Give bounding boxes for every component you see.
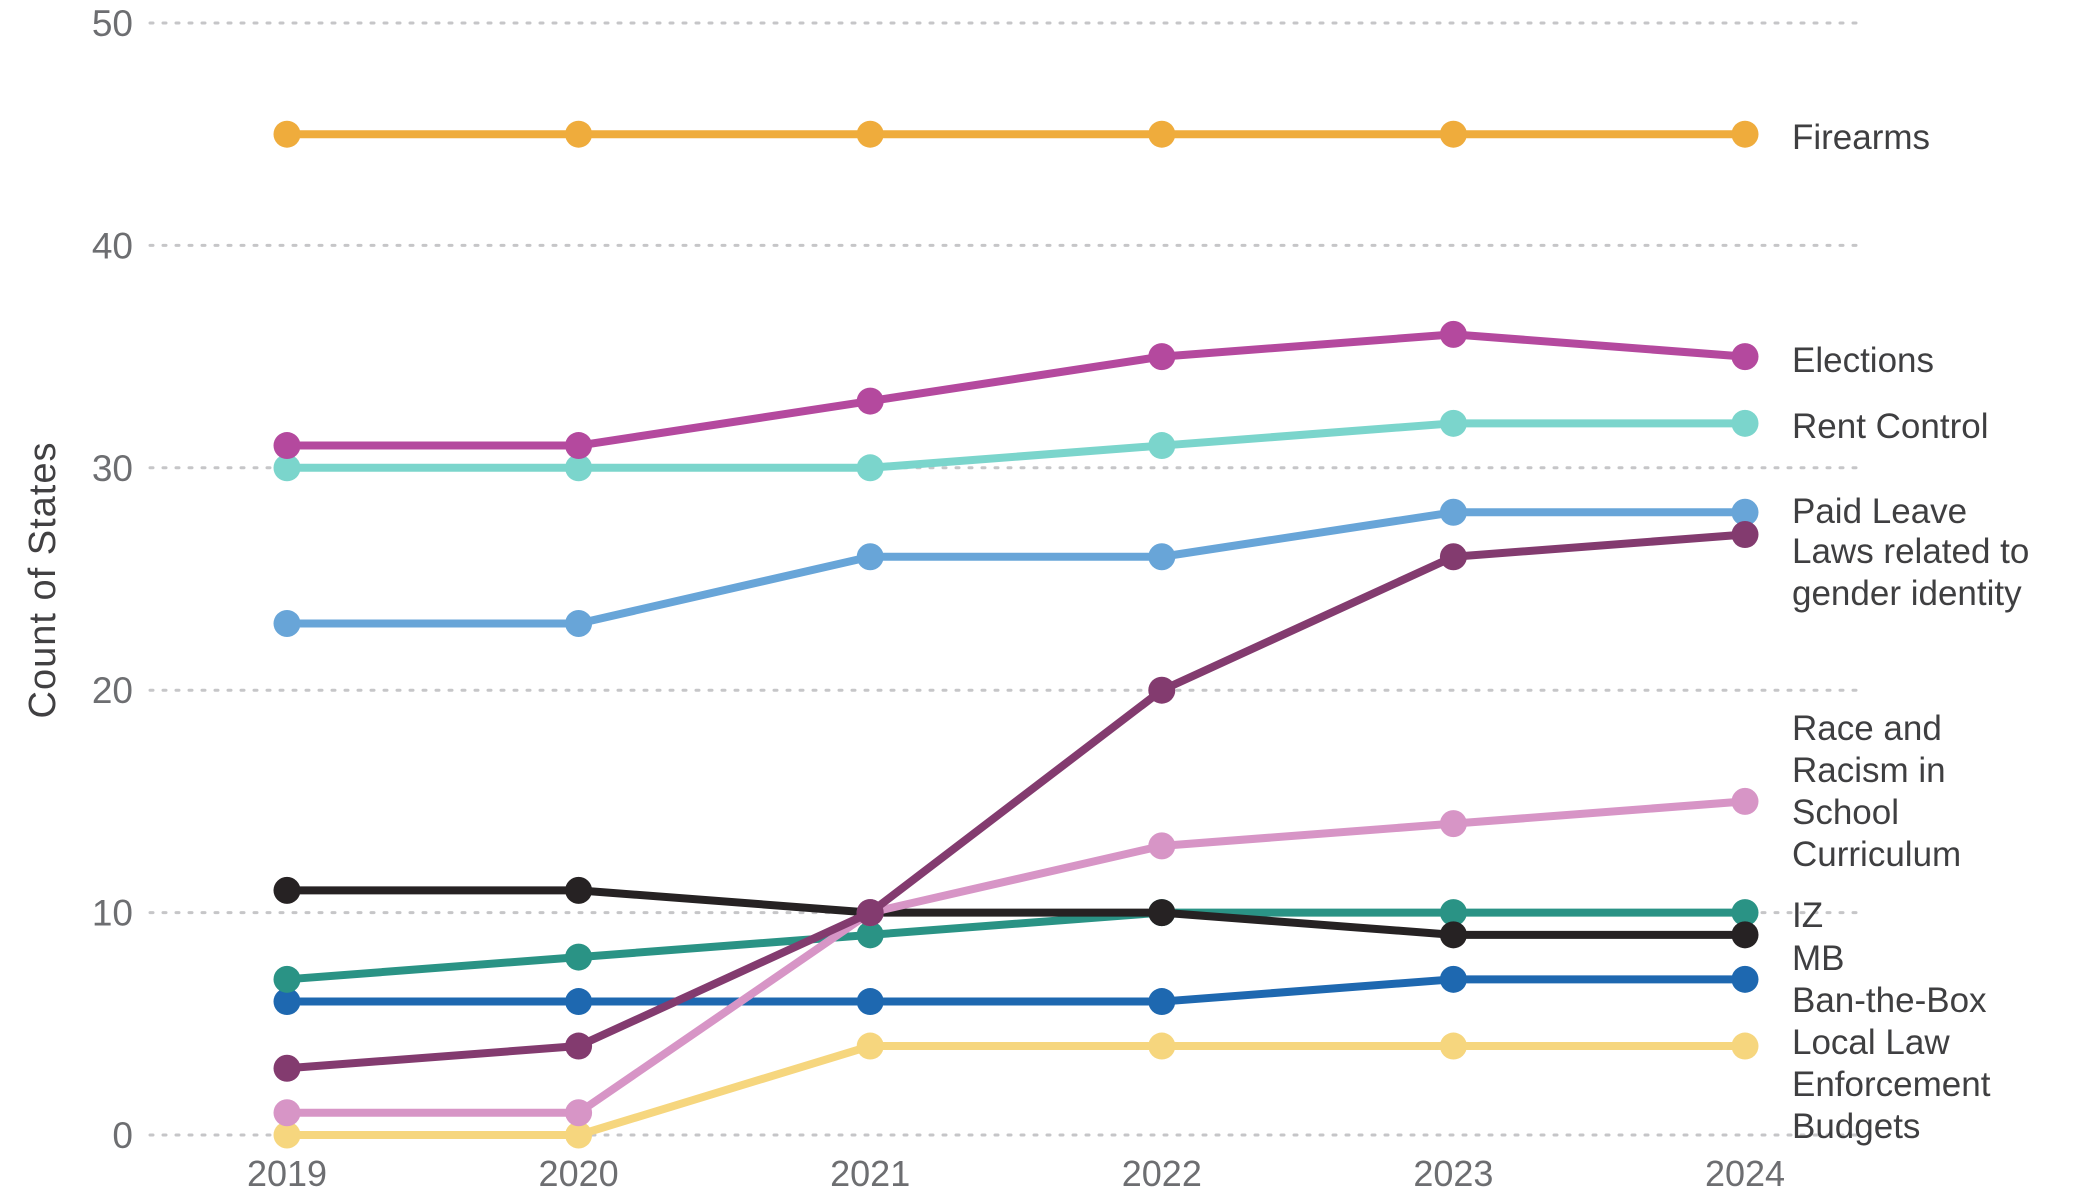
x-tick-2021: 2021 xyxy=(830,1153,910,1194)
series-dot-rent-control-2024 xyxy=(1731,409,1759,437)
series-dot-elections-2023 xyxy=(1439,320,1467,348)
series-dot-elections-2019 xyxy=(273,432,301,460)
series-dot-elections-2020 xyxy=(565,432,593,460)
series-dot-laws-related-to-gender-identity-2021 xyxy=(856,899,884,927)
series-dot-mb-2024 xyxy=(1731,921,1759,949)
series-dot-mb-2023 xyxy=(1439,921,1467,949)
series-dot-local-law-enforcement-budgets-2020 xyxy=(565,1121,593,1149)
series-dot-laws-related-to-gender-identity-2023 xyxy=(1439,543,1467,571)
series-dot-firearms-2019 xyxy=(273,120,301,148)
y-tick-10: 10 xyxy=(92,893,133,934)
series-dot-paid-leave-2023 xyxy=(1439,498,1467,526)
series-line-elections xyxy=(283,330,1749,450)
series-dot-elections-2022 xyxy=(1148,343,1176,371)
series-dot-mb-2019 xyxy=(273,876,301,904)
series-dot-rent-control-2019 xyxy=(273,454,301,482)
series-label-ban-the-box: Ban-the-Box xyxy=(1792,981,1987,1020)
series-dot-paid-leave-2024 xyxy=(1731,498,1759,526)
series-label-race-and-racism-in-school-curriculum: Race and Racism in School Curriculum xyxy=(1792,709,1961,874)
series-dot-rent-control-2020 xyxy=(565,454,593,482)
series-label-elections: Elections xyxy=(1792,341,1934,380)
x-tick-2019: 2019 xyxy=(247,1153,327,1194)
series-dot-laws-related-to-gender-identity-2022 xyxy=(1148,676,1176,704)
series-dot-race-and-racism-in-school-curriculum-2020 xyxy=(565,1099,593,1127)
series-dot-ban-the-box-2021 xyxy=(856,988,884,1016)
series-line-laws-related-to-gender-identity xyxy=(283,530,1749,1073)
series-dot-firearms-2024 xyxy=(1731,120,1759,148)
y-tick-30: 30 xyxy=(92,448,133,489)
series-dot-firearms-2022 xyxy=(1148,120,1176,148)
series-label-firearms: Firearms xyxy=(1792,118,1930,157)
x-tick-2024: 2024 xyxy=(1705,1153,1785,1194)
series-dot-local-law-enforcement-budgets-2024 xyxy=(1731,1032,1759,1060)
series-line-rent-control xyxy=(283,419,1749,472)
series-dot-paid-leave-2022 xyxy=(1148,543,1176,571)
series-dot-elections-2024 xyxy=(1731,343,1759,371)
series-dot-local-law-enforcement-budgets-2023 xyxy=(1439,1032,1467,1060)
series-label-rent-control: Rent Control xyxy=(1792,407,1988,446)
series-dot-paid-leave-2020 xyxy=(565,609,593,637)
series-dot-race-and-racism-in-school-curriculum-2022 xyxy=(1148,832,1176,860)
series-dot-laws-related-to-gender-identity-2020 xyxy=(565,1032,593,1060)
series-dot-ban-the-box-2020 xyxy=(565,988,593,1016)
series-dot-ban-the-box-2023 xyxy=(1439,965,1467,993)
series-dot-rent-control-2021 xyxy=(856,454,884,482)
series-dot-race-and-racism-in-school-curriculum-2019 xyxy=(273,1099,301,1127)
series-dot-firearms-2020 xyxy=(565,120,593,148)
series-dot-race-and-racism-in-school-curriculum-2023 xyxy=(1439,810,1467,838)
series-dot-race-and-racism-in-school-curriculum-2024 xyxy=(1731,787,1759,815)
series-dot-iz-2021 xyxy=(856,921,884,949)
series-dot-ban-the-box-2022 xyxy=(1148,988,1176,1016)
series-dot-iz-2024 xyxy=(1731,899,1759,927)
series-dot-local-law-enforcement-budgets-2021 xyxy=(856,1032,884,1060)
series-line-ban-the-box xyxy=(283,975,1749,1006)
series-dot-iz-2023 xyxy=(1439,899,1467,927)
series-dot-ban-the-box-2024 xyxy=(1731,965,1759,993)
series-line-paid-leave xyxy=(283,508,1749,628)
series-dot-mb-2020 xyxy=(565,876,593,904)
series-label-iz: IZ xyxy=(1792,896,1823,935)
series-dot-local-law-enforcement-budgets-2019 xyxy=(273,1121,301,1149)
series-label-laws-related-to-gender-identity: Laws related to gender identity xyxy=(1792,532,2029,613)
series-dot-laws-related-to-gender-identity-2019 xyxy=(273,1054,301,1082)
series-label-local-law-enforcement-budgets: Local Law Enforcement Budgets xyxy=(1792,1023,1991,1146)
series-dot-paid-leave-2021 xyxy=(856,543,884,571)
series-dot-rent-control-2022 xyxy=(1148,432,1176,460)
series-dot-ban-the-box-2019 xyxy=(273,988,301,1016)
series-dot-elections-2021 xyxy=(856,387,884,415)
series-line-race-and-racism-in-school-curriculum xyxy=(283,797,1749,1117)
x-tick-2020: 2020 xyxy=(539,1153,619,1194)
y-tick-0: 0 xyxy=(112,1115,133,1156)
series-dot-laws-related-to-gender-identity-2024 xyxy=(1731,521,1759,549)
y-tick-20: 20 xyxy=(92,670,133,711)
x-tick-2022: 2022 xyxy=(1122,1153,1202,1194)
series-line-iz xyxy=(283,908,1749,984)
series-dot-rent-control-2023 xyxy=(1439,409,1467,437)
series-dot-firearms-2021 xyxy=(856,120,884,148)
series-dot-firearms-2023 xyxy=(1439,120,1467,148)
y-axis-title: Count of States xyxy=(22,442,64,719)
series-line-local-law-enforcement-budgets xyxy=(283,1042,1749,1139)
series-dot-iz-2019 xyxy=(273,965,301,993)
series-dot-local-law-enforcement-budgets-2022 xyxy=(1148,1032,1176,1060)
series-label-paid-leave: Paid Leave xyxy=(1792,492,1967,531)
x-tick-2023: 2023 xyxy=(1413,1153,1493,1194)
series-line-mb xyxy=(283,886,1749,939)
series-dot-mb-2022 xyxy=(1148,899,1176,927)
y-tick-40: 40 xyxy=(92,225,133,266)
series-label-mb: MB xyxy=(1792,939,1845,978)
series-dot-paid-leave-2019 xyxy=(273,609,301,637)
series-dot-iz-2020 xyxy=(565,943,593,971)
y-tick-50: 50 xyxy=(92,3,133,44)
